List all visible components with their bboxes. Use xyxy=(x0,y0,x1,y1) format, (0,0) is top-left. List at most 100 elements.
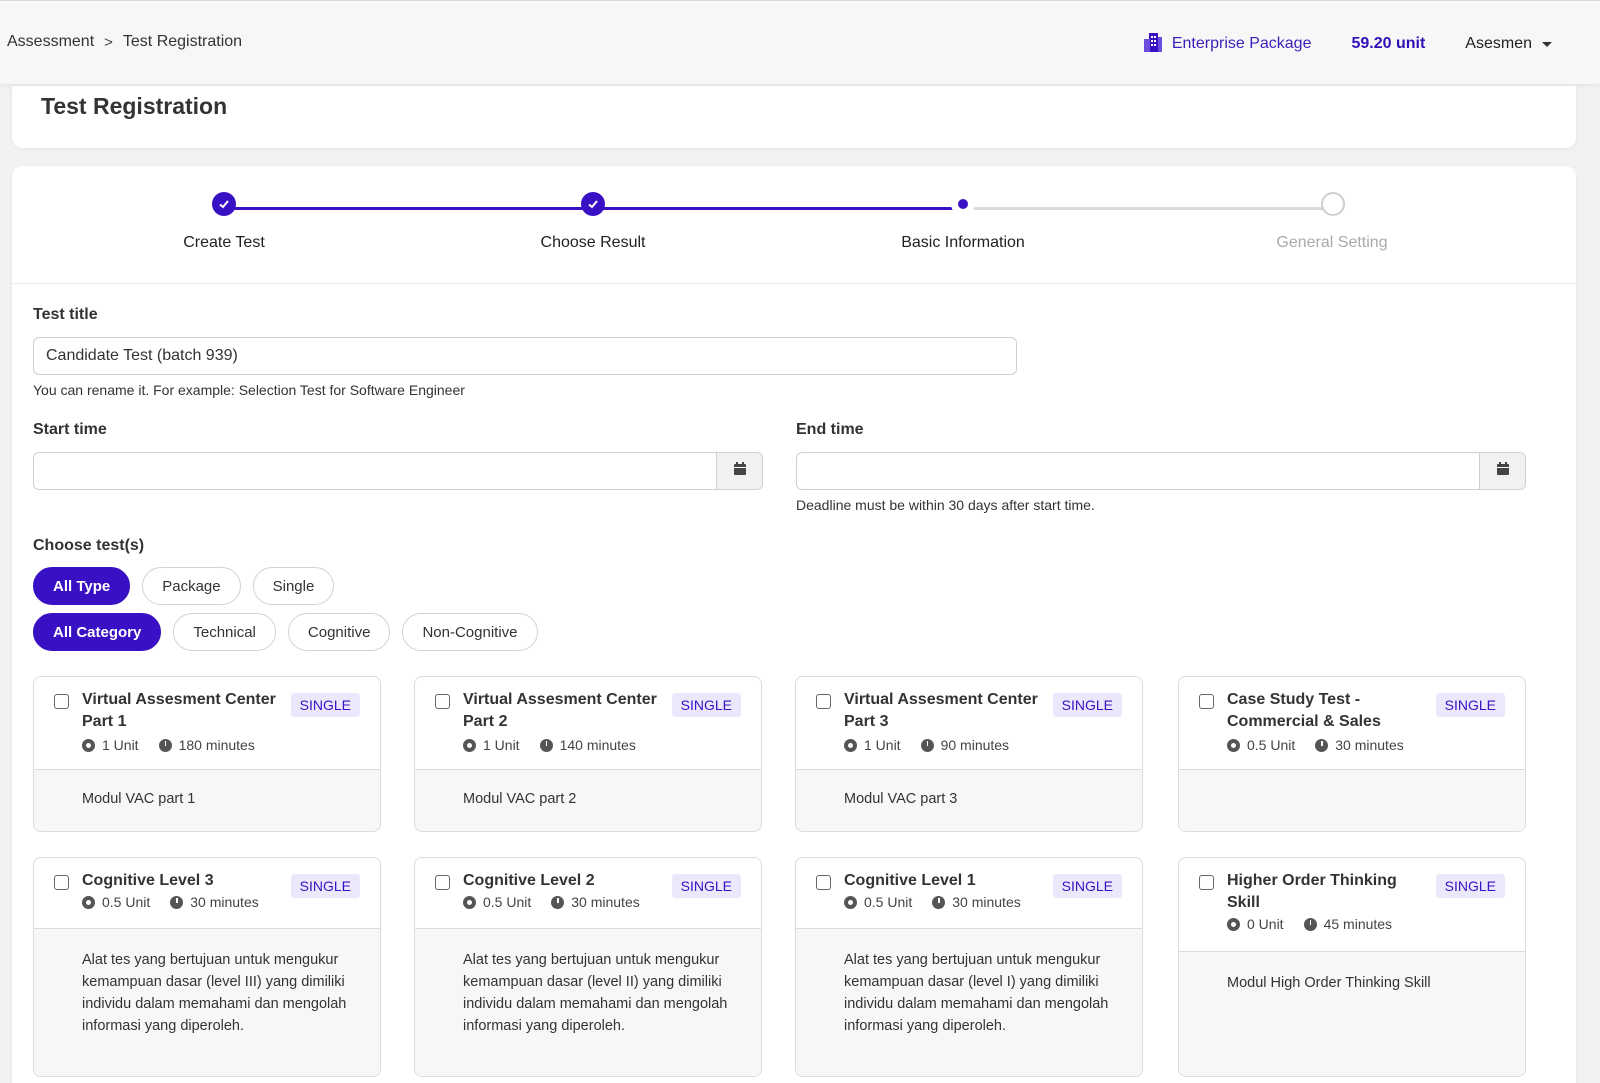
test-description: Alat tes yang bertujuan untuk mengukur k… xyxy=(796,928,1142,1076)
test-select-checkbox[interactable] xyxy=(54,694,69,709)
enterprise-package-link[interactable]: Enterprise Package xyxy=(1142,31,1312,58)
page-title-card: Test Registration xyxy=(12,86,1576,148)
test-units: 0 Unit xyxy=(1247,916,1284,932)
registration-form-card: Create Test Choose Result Basic Informat… xyxy=(12,166,1576,1083)
test-type-badge: SINGLE xyxy=(1435,693,1505,717)
choose-tests-label: Choose test(s) xyxy=(33,537,145,554)
start-time-label: Start time xyxy=(33,421,107,438)
unit-icon xyxy=(82,738,95,752)
breadcrumb: Assessment > Test Registration xyxy=(7,33,242,51)
package-label: Enterprise Package xyxy=(1171,35,1312,52)
test-units: 1 Unit xyxy=(483,737,520,753)
test-description: Alat tes yang bertujuan untuk mengukur k… xyxy=(34,928,380,1076)
end-time-input[interactable] xyxy=(796,452,1526,490)
chevron-down-icon xyxy=(1542,41,1552,47)
test-type-badge: SINGLE xyxy=(290,693,360,717)
end-time-label: End time xyxy=(796,421,864,438)
calendar-icon xyxy=(1496,461,1510,481)
step-2-check-icon xyxy=(581,192,605,216)
test-card[interactable]: Virtual Assesment Center Part 3 SINGLE 1… xyxy=(795,676,1143,832)
test-card[interactable]: Case Study Test - Commercial & Sales SIN… xyxy=(1178,676,1526,832)
test-title: Virtual Assesment Center Part 2 xyxy=(463,691,657,730)
breadcrumb-assessment[interactable]: Assessment xyxy=(7,33,95,50)
test-card[interactable]: Virtual Assesment Center Part 1 SINGLE 1… xyxy=(33,676,381,832)
top-bar: Assessment > Test Registration Enterpris… xyxy=(0,0,1600,84)
test-card[interactable]: Cognitive Level 3 SINGLE 0.5 Unit 30 minu… xyxy=(33,857,381,1077)
test-type-badge: SINGLE xyxy=(1052,693,1122,717)
test-select-checkbox[interactable] xyxy=(435,694,450,709)
test-units: 0.5 Unit xyxy=(864,894,913,910)
breadcrumb-test-registration: Test Registration xyxy=(122,33,243,50)
test-duration: 90 minutes xyxy=(940,737,1010,753)
filter-non-cognitive[interactable]: Non-Cognitive xyxy=(402,613,538,651)
clock-icon xyxy=(551,895,565,909)
step-label-create-test: Create Test xyxy=(183,234,265,251)
test-title: Virtual Assesment Center Part 3 xyxy=(844,691,1038,730)
test-duration: 45 minutes xyxy=(1323,916,1393,932)
test-title-help: You can rename it. For example: Selectio… xyxy=(33,382,465,398)
test-card[interactable]: Higher Order Thinking Skill SINGLE 0 Uni… xyxy=(1178,857,1526,1077)
test-type-badge: SINGLE xyxy=(1052,874,1122,898)
test-units: 0.5 Unit xyxy=(102,894,151,910)
test-duration: 30 minutes xyxy=(952,894,1021,910)
stepper-remaining-line xyxy=(963,207,1332,210)
unit-icon xyxy=(1227,738,1240,752)
test-title: Higher Order Thinking Skill xyxy=(1227,872,1397,911)
breadcrumb-separator: > xyxy=(104,33,113,51)
test-card[interactable]: Cognitive Level 1 SINGLE 0.5 Unit 30 minu… xyxy=(795,857,1143,1077)
test-duration: 180 minutes xyxy=(178,737,255,753)
test-duration: 30 minutes xyxy=(571,894,640,910)
step-3-current-dot xyxy=(951,192,975,216)
clock-icon xyxy=(920,738,934,752)
filter-all-category[interactable]: All Category xyxy=(33,613,162,651)
clock-icon xyxy=(170,895,184,909)
clock-icon xyxy=(1303,917,1317,931)
test-select-checkbox[interactable] xyxy=(1199,875,1214,890)
test-title-input[interactable]: Candidate Test (batch 939) xyxy=(33,337,1017,375)
test-duration: 30 minutes xyxy=(1335,737,1404,753)
test-card[interactable]: Virtual Assesment Center Part 2 SINGLE 1… xyxy=(414,676,762,832)
unit-icon xyxy=(82,895,95,909)
test-type-badge: SINGLE xyxy=(671,874,741,898)
test-description: Modul VAC part 1 xyxy=(34,769,380,831)
unit-icon xyxy=(463,895,476,909)
step-4-pending-dot xyxy=(1321,192,1345,216)
test-select-checkbox[interactable] xyxy=(816,875,831,890)
start-time-calendar-button[interactable] xyxy=(716,453,762,489)
test-select-checkbox[interactable] xyxy=(1199,694,1214,709)
test-title: Cognitive Level 1 xyxy=(844,872,976,889)
test-card[interactable]: Cognitive Level 2 SINGLE 0.5 Unit 30 minu… xyxy=(414,857,762,1077)
test-type-badge: SINGLE xyxy=(1435,874,1505,898)
user-menu[interactable]: Asesmen xyxy=(1465,35,1552,53)
step-1-check-icon xyxy=(212,192,236,216)
test-title: Cognitive Level 2 xyxy=(463,872,595,889)
test-title: Virtual Assesment Center Part 1 xyxy=(82,691,276,730)
clock-icon xyxy=(158,738,172,752)
unit-icon xyxy=(463,738,476,752)
test-duration: 30 minutes xyxy=(190,894,259,910)
test-select-checkbox[interactable] xyxy=(54,875,69,890)
test-title: Cognitive Level 3 xyxy=(82,872,214,889)
test-description: Modul High Order Thinking Skill xyxy=(1179,951,1525,1076)
end-time-calendar-button[interactable] xyxy=(1479,453,1525,489)
end-time-help: Deadline must be within 30 days after st… xyxy=(796,497,1095,513)
test-units: 1 Unit xyxy=(102,737,139,753)
filter-all-type[interactable]: All Type xyxy=(33,567,131,605)
test-description: Modul VAC part 3 xyxy=(796,769,1142,831)
test-description: Modul VAC part 2 xyxy=(415,769,761,831)
step-label-basic-information: Basic Information xyxy=(901,234,1025,251)
test-units: 0.5 Unit xyxy=(483,894,532,910)
start-time-input[interactable] xyxy=(33,452,763,490)
category-filter-group: All Category Technical Cognitive Non-Cog… xyxy=(33,613,538,651)
test-select-checkbox[interactable] xyxy=(816,694,831,709)
filter-technical[interactable]: Technical xyxy=(173,613,276,651)
test-units: 1 Unit xyxy=(864,737,901,753)
calendar-icon xyxy=(733,461,747,481)
filter-cognitive[interactable]: Cognitive xyxy=(287,613,391,651)
test-select-checkbox[interactable] xyxy=(435,875,450,890)
filter-single[interactable]: Single xyxy=(252,567,335,605)
filter-package[interactable]: Package xyxy=(142,567,241,605)
step-label-general-setting: General Setting xyxy=(1276,234,1388,251)
unit-icon xyxy=(844,895,857,909)
test-description xyxy=(1179,769,1525,831)
